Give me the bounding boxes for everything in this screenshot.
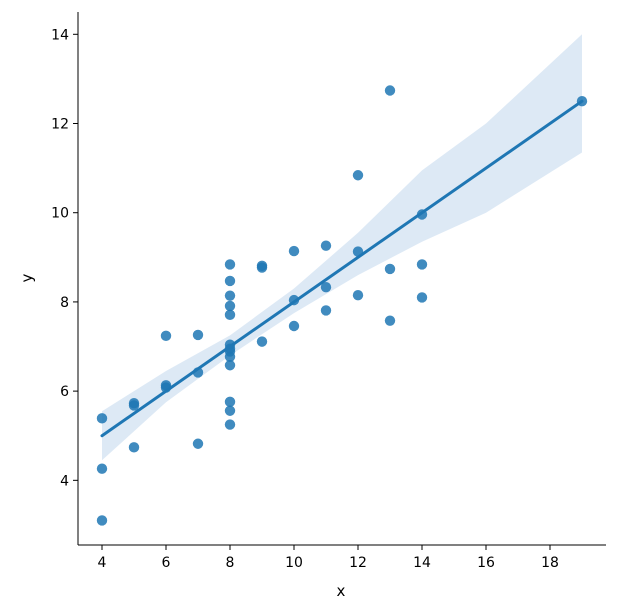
data-point bbox=[320, 281, 332, 293]
x-tick-label: 10 bbox=[285, 555, 303, 571]
y-tick-label: 8 bbox=[60, 295, 69, 311]
data-point bbox=[96, 515, 108, 526]
data-point bbox=[160, 330, 172, 342]
data-point bbox=[256, 262, 268, 273]
data-point bbox=[224, 396, 236, 408]
y-tick-label: 14 bbox=[51, 27, 69, 43]
data-point bbox=[416, 292, 428, 303]
confidence-band-layer bbox=[102, 34, 582, 461]
regression-line-layer bbox=[100, 99, 584, 438]
x-tick-label: 16 bbox=[477, 555, 495, 571]
x-axis-label: x bbox=[337, 582, 346, 600]
data-point bbox=[384, 85, 396, 96]
data-point bbox=[416, 259, 428, 270]
y-tick-label: 12 bbox=[51, 117, 69, 133]
data-point bbox=[224, 290, 236, 301]
data-point bbox=[192, 329, 204, 341]
data-point bbox=[352, 170, 364, 181]
x-tick-label: 12 bbox=[349, 555, 367, 571]
data-point bbox=[128, 442, 140, 453]
data-point bbox=[320, 240, 332, 251]
x-tick-label: 18 bbox=[541, 555, 559, 571]
x-tick-label: 8 bbox=[226, 555, 235, 571]
ticks: 4 6 8 10 12 14 16 18 4 6 8 10 12 14 bbox=[51, 27, 559, 571]
y-tick-label: 6 bbox=[60, 384, 69, 400]
data-point bbox=[352, 290, 364, 301]
data-point bbox=[224, 275, 236, 287]
data-point bbox=[224, 300, 236, 312]
y-tick-label: 4 bbox=[60, 473, 69, 489]
data-point bbox=[224, 419, 236, 430]
data-point bbox=[224, 259, 236, 270]
data-point bbox=[384, 315, 396, 326]
data-point bbox=[256, 336, 268, 347]
data-points-layer bbox=[96, 85, 588, 526]
confidence-band bbox=[102, 34, 582, 461]
regression-line bbox=[100, 99, 584, 438]
data-point bbox=[192, 438, 204, 449]
data-point bbox=[288, 245, 300, 257]
y-axis-label: y bbox=[18, 273, 36, 282]
data-point bbox=[320, 305, 332, 316]
data-point bbox=[224, 405, 236, 416]
data-point bbox=[96, 463, 108, 474]
x-tick-label: 14 bbox=[413, 555, 431, 571]
data-point bbox=[288, 320, 300, 332]
data-point bbox=[224, 309, 236, 321]
data-point bbox=[96, 413, 108, 424]
data-point bbox=[128, 397, 140, 409]
y-tick-label: 10 bbox=[51, 206, 69, 222]
x-tick-label: 4 bbox=[98, 555, 107, 571]
data-point bbox=[384, 263, 396, 275]
x-tick-label: 6 bbox=[162, 555, 171, 571]
data-point bbox=[224, 360, 236, 371]
